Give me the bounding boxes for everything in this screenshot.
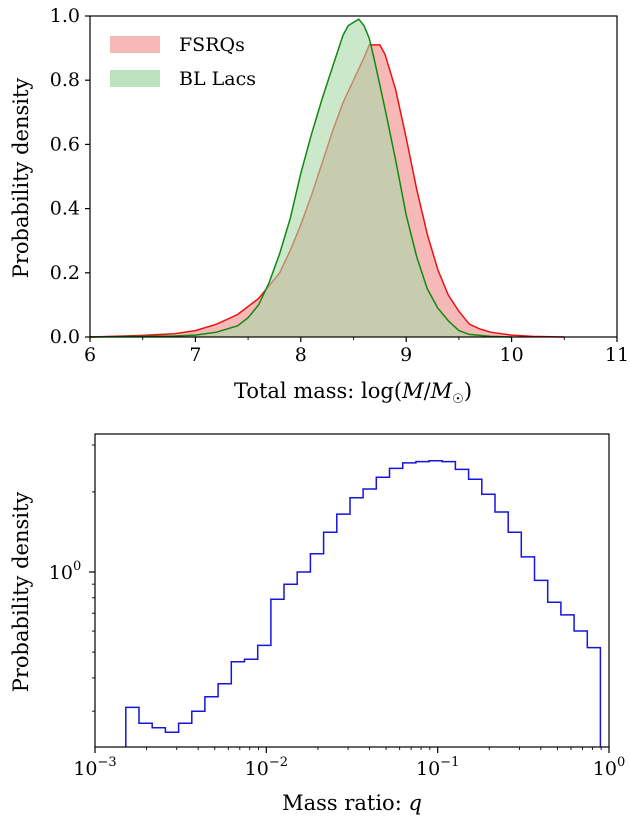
y-tick-label: 0.8 [50,69,80,91]
bottom-plot-frame [94,433,610,748]
x-tick-label: 9 [400,344,412,366]
x-tick-label: 6 [84,344,96,366]
series-line-bl-lacs [89,18,512,338]
legend-label-fsrqs: FSRQs [179,34,245,56]
top-legend: FSRQs BL Lacs [110,34,256,90]
histogram-step [125,459,602,747]
x-tick-label: 8 [295,344,307,366]
y-tick-label: 100 [49,559,81,584]
legend-swatch-fsrqs [110,36,160,53]
top-y-axis-label: Probability density [9,78,33,279]
bottom-x-axis-label: Mass ratio: q [282,791,422,815]
x-tick-label: 10−1 [416,755,459,780]
y-tick-label: 0.0 [50,326,80,348]
y-tick-label: 0.6 [50,133,80,155]
top-series-layer [89,18,565,338]
x-tick-label: 7 [189,344,201,366]
top-chart: 6 7 8 9 10 11 0.0 0.2 0.4 0.6 0.8 1.0 Total mass: l… [9,5,629,407]
bottom-series-layer [125,459,602,747]
x-tick-label: 10 [500,344,524,366]
top-x-axis-label: Total mass: log(M/M☉) [234,379,472,407]
x-tick-label: 11 [605,344,629,366]
series-area-bl-lacs [90,19,512,337]
y-tick-label: 1.0 [50,5,80,27]
y-tick-label: 0.4 [50,198,80,220]
legend-label-bl-lacs: BL Lacs [179,68,256,90]
x-tick-label: 10−2 [245,755,288,780]
legend-swatch-bl-lacs [110,70,160,87]
x-tick-label: 100 [593,755,625,780]
x-tick-label: 10−3 [73,755,116,780]
bottom-chart: 10−3 10−2 10−1 100 100 Mass ratio: q Probabi… [9,433,625,815]
bottom-ticks: 10−3 10−2 10−1 100 100 [49,444,625,780]
top-ticks: 6 7 8 9 10 11 0.0 0.2 0.4 0.6 0.8 1.0 [50,5,629,366]
bottom-y-axis-label: Probability density [9,492,33,693]
y-tick-label: 0.2 [50,262,80,284]
